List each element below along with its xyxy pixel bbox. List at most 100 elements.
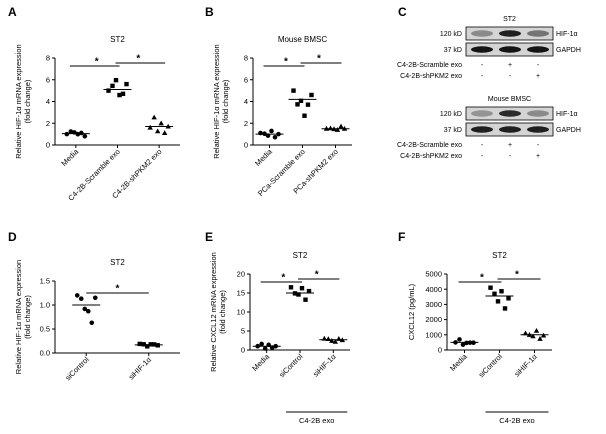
condition-sign: -: [481, 73, 484, 80]
x-category-label: siControl: [277, 352, 305, 380]
protein-band: [527, 110, 549, 117]
panel-title: ST2: [492, 251, 507, 260]
data-point: [272, 135, 278, 140]
significance-star: *: [317, 54, 321, 65]
y-tick-label: 0.5: [40, 325, 50, 334]
panel-letter: F: [398, 230, 405, 244]
data-point: [464, 340, 469, 346]
data-point: [269, 128, 274, 134]
data-point: [306, 288, 312, 294]
significance-star: *: [480, 273, 484, 284]
data-point: [537, 336, 543, 341]
y-tick-label: 4: [244, 97, 248, 106]
panel-title: Mouse BMSC: [278, 35, 328, 44]
data-point: [325, 336, 332, 341]
data-point: [82, 306, 88, 312]
condition-label: C4-2B-Scramble exo: [397, 142, 462, 149]
group-label: C4-2B exo: [299, 416, 334, 425]
data-point: [64, 131, 70, 137]
protein-band: [499, 126, 521, 133]
x-category-label: siHIF-1α: [512, 352, 539, 379]
panel-letter: E: [205, 230, 213, 244]
y-tick-label: 5000: [425, 270, 442, 279]
protein-band: [527, 126, 549, 133]
data-point: [110, 83, 115, 89]
data-point: [120, 91, 126, 96]
data-point: [259, 341, 264, 347]
molecular-weight-label: 120 kD: [440, 111, 462, 118]
protein-band: [499, 30, 521, 37]
data-point: [68, 129, 74, 134]
panel-e: E ST2 Relative CXCL12 mRNA expression (fold…: [205, 230, 350, 425]
significance-star: *: [95, 57, 99, 68]
data-point: [492, 291, 497, 296]
condition-label: C4-2B-shPKM2 exo: [400, 153, 462, 160]
panel-a: A ST2 Relative HIF-1α mRNA expression (fold…: [8, 5, 180, 203]
data-point: [106, 88, 111, 93]
y-axis-label: CXCL12 (pg/mL): [407, 283, 416, 340]
panel-letter: D: [8, 230, 17, 244]
data-point: [151, 114, 157, 120]
x-category-label: siControl: [63, 355, 91, 383]
data-point: [495, 299, 501, 304]
y-tick-label: 6: [244, 75, 248, 84]
data-point: [457, 337, 462, 342]
data-point: [460, 342, 466, 347]
y-tick-label: 2: [244, 119, 248, 128]
data-point: [488, 285, 493, 290]
condition-label: C4-2B-Scramble exo: [397, 62, 462, 69]
panel-letter: C: [398, 5, 407, 19]
y-axis-label: Relative HIF-1α mRNA expression: [14, 260, 23, 374]
blot-title: Mouse BMSC: [488, 96, 531, 103]
condition-sign: -: [481, 62, 484, 69]
y-tick-label: 0: [241, 346, 245, 355]
data-point: [147, 124, 153, 130]
x-category-label: Media: [59, 146, 80, 167]
condition-sign: -: [509, 153, 512, 160]
condition-sign: -: [481, 142, 484, 149]
data-point: [117, 92, 122, 98]
data-point: [288, 285, 294, 290]
data-point: [262, 346, 268, 351]
panel-title: ST2: [293, 251, 308, 260]
x-category-label: Media: [250, 351, 271, 372]
x-category-label: Media: [253, 146, 274, 167]
condition-sign: -: [537, 142, 540, 149]
panel-title: ST2: [110, 258, 125, 267]
x-category-label: siHIF-1α: [127, 355, 154, 382]
panel-f: F ST2 CXCL12 (pg/mL) 0 1000 2000 3000 4000 5000 M…: [398, 230, 552, 425]
y-tick-label: 10: [237, 308, 245, 317]
y-tick-label: 4: [46, 97, 50, 106]
protein-band: [499, 46, 521, 53]
significance-star: *: [136, 54, 140, 65]
protein-band: [499, 110, 521, 117]
y-tick-label: 6: [46, 75, 50, 84]
x-category-label: siControl: [477, 352, 505, 380]
condition-sign: -: [481, 153, 484, 160]
data-point: [296, 292, 301, 297]
panel-letter: B: [205, 5, 214, 19]
data-point: [124, 81, 129, 87]
significance-star: *: [515, 270, 519, 281]
western-blot-panel-c: C ST2 120 kD HIF-1α 37 kD GAPDH C4-2B-Scramble…: [397, 5, 581, 160]
x-category-label: Media: [448, 351, 469, 372]
data-point: [158, 120, 164, 126]
x-category-label: siHIF-1α: [311, 352, 338, 379]
y-tick-label: 8: [244, 54, 248, 63]
y-tick-label: 0: [244, 141, 248, 150]
condition-label: C4-2B-shPKM2 exo: [400, 73, 462, 80]
y-tick-label: 2: [46, 119, 50, 128]
data-point: [309, 92, 314, 98]
data-point: [499, 289, 504, 294]
y-axis-label: (fold change): [218, 290, 227, 334]
y-axis-label: (fold change): [23, 295, 32, 339]
blot-section: Mouse BMSC 120 kD HIF-1α 37 kD GAPDH C4-2B-Sc…: [397, 96, 581, 160]
protein-band: [527, 30, 549, 37]
y-tick-label: 1000: [425, 330, 442, 339]
significance-star: *: [315, 270, 319, 281]
y-tick-label: 0: [438, 346, 442, 355]
blot-title: ST2: [503, 16, 516, 23]
y-tick-label: 0.0: [40, 349, 50, 358]
data-point: [85, 308, 91, 314]
